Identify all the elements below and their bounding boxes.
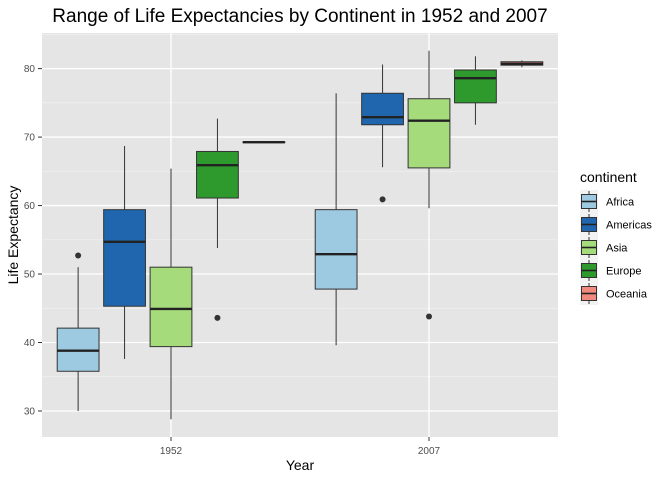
legend-label: Americas [606,220,652,232]
box-body [103,209,146,307]
outlier-point [214,314,221,321]
y-tick-label: 80 [24,64,36,75]
legend-label: Africa [606,197,635,209]
x-axis-label: Year [286,457,315,473]
legend: continent Africa Americas Asia Europe Oceani… [580,169,652,305]
y-tick-label: 60 [24,201,36,212]
box-africa-2007 [314,93,358,346]
x-tick-label: 2007 [418,446,441,457]
outlier-point [426,313,432,320]
box-oceania-2007 [500,60,544,68]
outlier-point [75,252,82,259]
y-tick-label: 30 [24,406,36,417]
x-tick-label: 1952 [160,446,183,457]
box-body [196,150,239,199]
legend-label: Oceania [606,289,648,301]
box-europe-1952 [196,118,239,321]
legend-item-asia: Asia [580,236,628,259]
box-body [454,69,497,104]
y-tick-label: 50 [24,270,36,281]
legend-label: Europe [606,266,641,278]
y-axis-label: Life Expectancy [5,186,21,285]
box-layer [56,50,544,420]
box-body [361,92,404,126]
outlier-point [379,196,386,203]
box-oceania-1952 [242,141,286,144]
legend-label: Asia [606,243,628,255]
y-axis: 30 40 50 60 70 80 [24,64,42,417]
legend-title: continent [580,169,637,185]
legend-item-oceania: Oceania [580,282,648,305]
legend-item-africa: Africa [580,190,635,213]
y-tick-label: 40 [24,338,36,349]
x-axis: 1952 2007 [160,437,441,457]
box-body [314,209,358,290]
box-europe-2007 [454,56,497,125]
legend-item-europe: Europe [580,259,641,282]
box-americas-1952 [103,145,146,359]
box-body [407,98,451,169]
box-asia-1952 [149,168,193,420]
chart-title: Range of Life Expectancies by Continent … [52,6,547,27]
legend-item-americas: Americas [580,213,652,236]
box-africa-1952 [56,252,100,411]
box-americas-2007 [361,64,404,203]
y-tick-label: 70 [24,133,36,144]
box-asia-2007 [407,50,451,320]
box-body [149,266,193,348]
